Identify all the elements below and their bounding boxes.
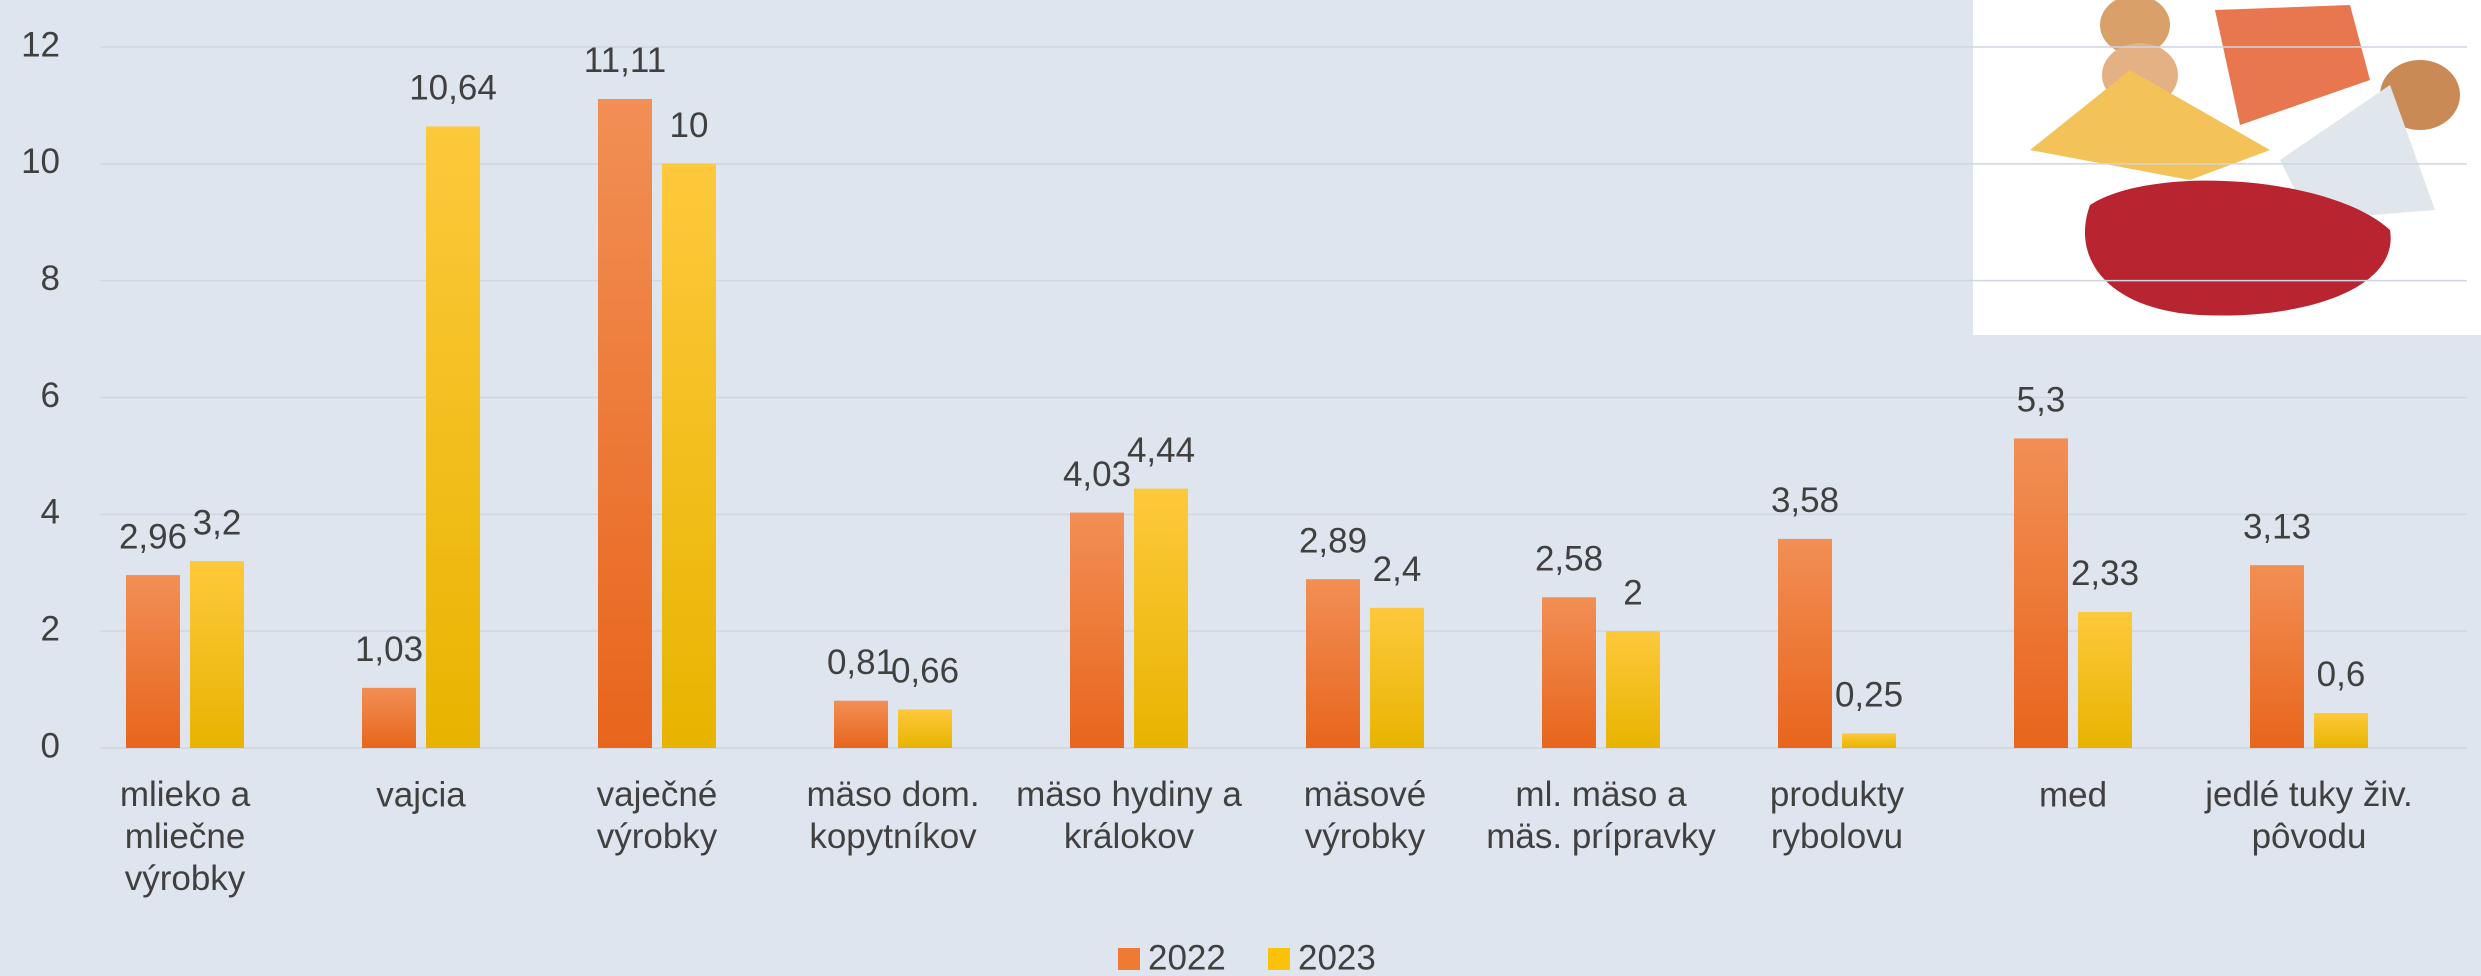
bar xyxy=(1778,539,1832,748)
bar xyxy=(1842,733,1896,748)
y-tick-label: 10 xyxy=(21,142,60,181)
value-label: 2,33 xyxy=(2071,554,2139,593)
y-tick-label: 0 xyxy=(41,726,60,765)
bar xyxy=(126,575,180,748)
value-label: 3,58 xyxy=(1771,481,1839,520)
value-label: 4,03 xyxy=(1063,455,1131,494)
bar xyxy=(2250,565,2304,748)
bar xyxy=(2014,438,2068,748)
x-tick-label: med xyxy=(2039,775,2107,814)
value-label: 5,3 xyxy=(2017,381,2066,420)
y-tick-label: 2 xyxy=(41,609,60,648)
value-label: 0,6 xyxy=(2317,655,2366,694)
bar xyxy=(2078,612,2132,748)
value-label: 11,11 xyxy=(584,41,666,80)
bar xyxy=(1606,631,1660,748)
value-label: 2,4 xyxy=(1373,550,1422,589)
value-label: 1,03 xyxy=(355,630,423,669)
y-tick-label: 6 xyxy=(41,376,60,415)
value-label: 0,81 xyxy=(827,643,895,682)
value-label: 3,2 xyxy=(193,503,242,542)
value-label: 3,13 xyxy=(2243,507,2311,546)
bar xyxy=(190,561,244,748)
value-label: 2,58 xyxy=(1535,540,1603,579)
bar xyxy=(362,688,416,748)
bar xyxy=(834,701,888,748)
legend-label: 2022 xyxy=(1148,938,1226,976)
legend-swatch xyxy=(1268,948,1290,970)
value-label: 0,66 xyxy=(891,652,959,691)
value-label: 2,96 xyxy=(119,517,187,556)
x-tick-label: vajcia xyxy=(376,775,466,814)
bar xyxy=(1370,608,1424,748)
bar xyxy=(1070,513,1124,748)
chart: 0 2 4 6 8 10 12 mlieko amliečnevýrobky 2,963,2 va… xyxy=(0,0,2481,976)
bar xyxy=(426,126,480,748)
value-label: 4,44 xyxy=(1127,431,1195,470)
y-tick-label: 8 xyxy=(41,259,60,298)
bar xyxy=(1134,489,1188,748)
bar xyxy=(1542,597,1596,748)
bar xyxy=(2314,713,2368,748)
bar xyxy=(898,709,952,748)
page: 0 2 4 6 8 10 12 mlieko amliečnevýrobky 2,963,2 va… xyxy=(0,0,2481,976)
value-label: 10 xyxy=(670,106,709,145)
bar xyxy=(662,164,716,748)
value-label: 2 xyxy=(1623,573,1642,612)
value-label: 0,25 xyxy=(1835,676,1903,715)
legend-swatch xyxy=(1118,948,1140,970)
legend-label: 2023 xyxy=(1298,938,1376,976)
value-label: 10,64 xyxy=(409,69,497,108)
food-photo xyxy=(1973,0,2481,335)
bar xyxy=(1306,579,1360,748)
y-tick-label: 4 xyxy=(41,493,60,532)
value-label: 2,89 xyxy=(1299,521,1367,560)
y-tick-label: 12 xyxy=(21,25,60,64)
bar xyxy=(598,99,652,748)
